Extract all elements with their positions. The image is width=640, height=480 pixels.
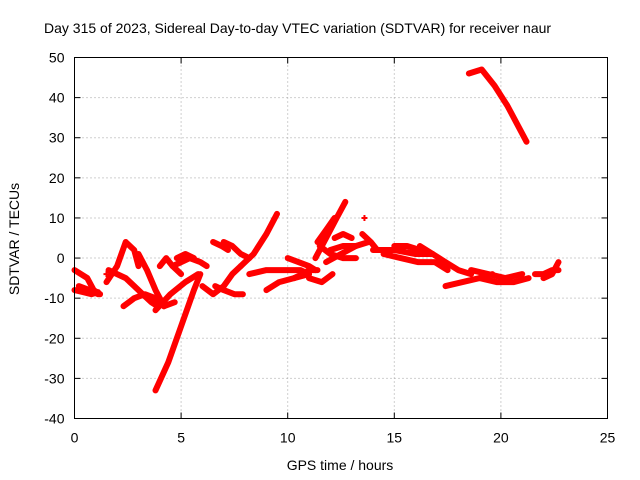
series-arc-32 bbox=[391, 243, 423, 253]
series-arc-7 bbox=[135, 251, 178, 310]
y-tick-label: -30 bbox=[44, 370, 64, 386]
series-arc-35 bbox=[468, 267, 526, 282]
series-arc-16 bbox=[220, 239, 253, 262]
series-arc-37 bbox=[465, 66, 530, 145]
series-arc-22 bbox=[306, 271, 336, 286]
y-tick-label: 40 bbox=[49, 90, 65, 106]
series-arc-14 bbox=[212, 283, 246, 298]
y-tick-label: 10 bbox=[49, 210, 65, 226]
y-tick-label: 0 bbox=[57, 250, 65, 266]
x-tick-label: 20 bbox=[493, 430, 509, 446]
series-arc-17 bbox=[237, 210, 280, 270]
isolated-points bbox=[103, 214, 368, 278]
x-axis-label: GPS time / hours bbox=[287, 457, 394, 473]
series-arc-21 bbox=[291, 267, 321, 282]
x-tick-label: 5 bbox=[177, 430, 185, 446]
series-arc-39 bbox=[540, 259, 562, 282]
data-point bbox=[103, 271, 110, 278]
series-arc-27 bbox=[327, 243, 359, 253]
series-arc-9 bbox=[152, 271, 204, 394]
series-arc-36 bbox=[476, 275, 532, 286]
x-tick-label: 0 bbox=[71, 430, 79, 446]
y-tick-label: -20 bbox=[44, 330, 64, 346]
series-arc-5 bbox=[105, 267, 161, 310]
y-tick-label: 20 bbox=[49, 170, 65, 186]
series-arc-12 bbox=[173, 251, 197, 262]
x-tick-label: 10 bbox=[280, 430, 296, 446]
series-arc-10 bbox=[156, 255, 185, 278]
series-arc-28 bbox=[331, 231, 355, 241]
y-tick-labels: -40 -30 -20 -10 0 10 20 30 40 50 bbox=[44, 50, 64, 427]
series-arc-30 bbox=[370, 247, 436, 257]
x-tick-label: 15 bbox=[387, 430, 403, 446]
series-arc-3 bbox=[75, 283, 101, 298]
y-tick-label: -10 bbox=[44, 290, 64, 306]
series-arc-15 bbox=[210, 239, 231, 253]
y-tick-label: 30 bbox=[49, 130, 65, 146]
chart-title: Day 315 of 2023, Sidereal Day-to-day VTE… bbox=[44, 20, 551, 36]
y-tick-label: 50 bbox=[49, 50, 65, 66]
data-series bbox=[71, 66, 562, 394]
x-tick-label: 25 bbox=[600, 430, 616, 446]
y-tick-label: -40 bbox=[44, 411, 64, 427]
data-point bbox=[361, 214, 368, 221]
series-arc-33 bbox=[416, 243, 475, 278]
series-arc-24 bbox=[314, 214, 338, 245]
plot-frame bbox=[74, 57, 608, 419]
series-arc-8 bbox=[152, 271, 202, 314]
y-axis-label: SDTVAR / TECUs bbox=[6, 183, 22, 295]
series-arc-13 bbox=[199, 263, 244, 298]
x-tick-labels: 0 5 10 15 20 25 bbox=[71, 430, 616, 446]
series-arc-26 bbox=[323, 239, 372, 266]
series-arc-31 bbox=[380, 251, 451, 274]
